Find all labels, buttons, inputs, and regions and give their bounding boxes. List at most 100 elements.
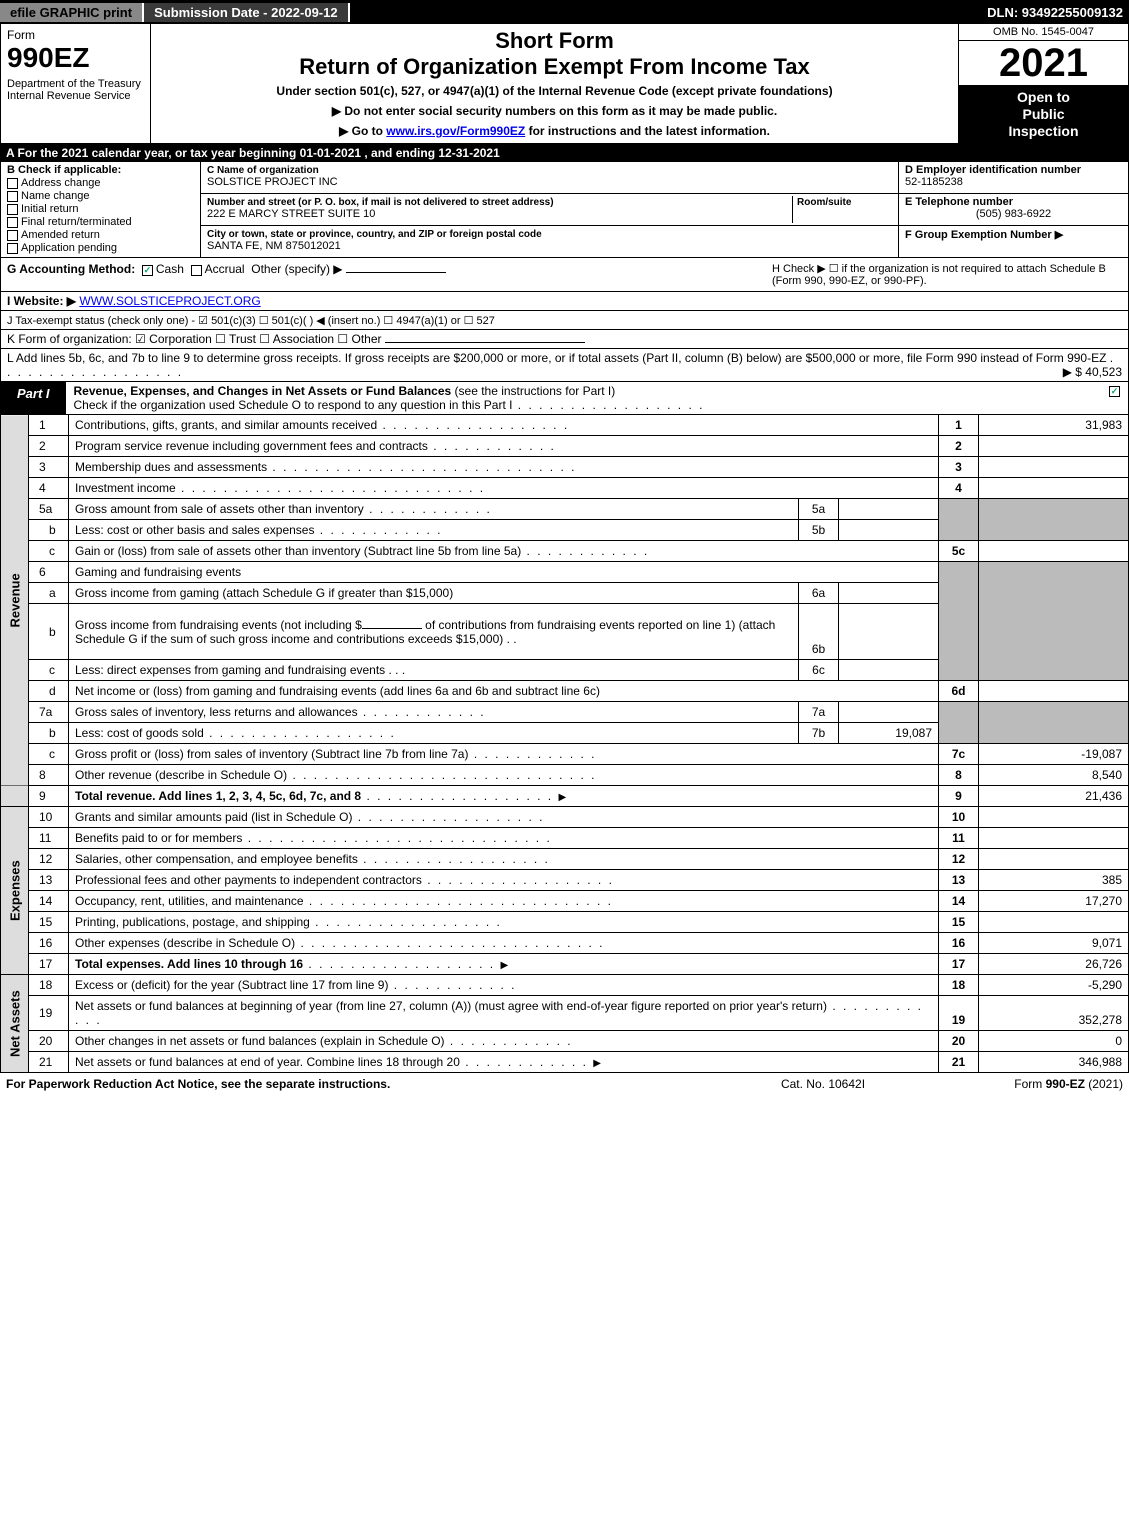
city-value: SANTA FE, NM 875012021 xyxy=(207,240,341,252)
line-14-text: Occupancy, rent, utilities, and maintena… xyxy=(69,891,939,912)
chk-amended-return[interactable]: Amended return xyxy=(7,229,194,241)
chk-accrual[interactable] xyxy=(191,265,202,276)
line-4-num: 4 xyxy=(939,478,979,499)
part-i-header: Part I Revenue, Expenses, and Changes in… xyxy=(0,382,1129,415)
website-label: I Website: ▶ xyxy=(7,294,76,308)
line-2-val xyxy=(979,436,1129,457)
line-5c-text: Gain or (loss) from sale of assets other… xyxy=(69,541,939,562)
line-18-num: 18 xyxy=(939,975,979,996)
line-5a-subval xyxy=(839,499,939,520)
other-specify-input[interactable] xyxy=(346,272,446,273)
line-9-val: 21,436 xyxy=(979,786,1129,807)
line-3-text: Membership dues and assessments xyxy=(69,457,939,478)
form-word: Form xyxy=(7,28,144,42)
chk-final-return[interactable]: Final return/terminated xyxy=(7,216,194,228)
line-5a-text: Gross amount from sale of assets other t… xyxy=(69,499,799,520)
line-6-no: 6 xyxy=(29,562,69,583)
row-l-amount: ▶ $ 40,523 xyxy=(1063,365,1122,379)
irs-link[interactable]: www.irs.gov/Form990EZ xyxy=(386,124,525,138)
shade-5v xyxy=(979,499,1129,541)
chk-initial-return[interactable]: Initial return xyxy=(7,203,194,215)
note-ssn: ▶ Do not enter social security numbers o… xyxy=(159,104,950,118)
form-header: Form 990EZ Department of the Treasury In… xyxy=(0,24,1129,144)
line-18-val: -5,290 xyxy=(979,975,1129,996)
line-21-num: 21 xyxy=(939,1052,979,1073)
line-6-text: Gaming and fundraising events xyxy=(69,562,939,583)
line-11-val xyxy=(979,828,1129,849)
line-17-no: 17 xyxy=(29,954,69,975)
tax-exempt-status: J Tax-exempt status (check only one) - ☑… xyxy=(7,315,495,327)
line-21-val: 346,988 xyxy=(979,1052,1129,1073)
line-11-num: 11 xyxy=(939,828,979,849)
line-2-no: 2 xyxy=(29,436,69,457)
line-10-val xyxy=(979,807,1129,828)
line-9-no: 9 xyxy=(29,786,69,807)
line-7c-text: Gross profit or (loss) from sales of inv… xyxy=(69,744,939,765)
line-6a-no: a xyxy=(29,583,69,604)
line-12-num: 12 xyxy=(939,849,979,870)
line-6c-text: Less: direct expenses from gaming and fu… xyxy=(69,660,799,681)
line-20-text: Other changes in net assets or fund bala… xyxy=(69,1031,939,1052)
line-1-no: 1 xyxy=(29,415,69,436)
line-6c-sub: 6c xyxy=(799,660,839,681)
department: Department of the Treasury Internal Reve… xyxy=(7,78,144,102)
line-7c-no: c xyxy=(29,744,69,765)
part-i-checkbox[interactable] xyxy=(1104,382,1128,414)
line-6d-val xyxy=(979,681,1129,702)
other-org-input[interactable] xyxy=(385,342,585,343)
website-link[interactable]: WWW.SOLSTICEPROJECT.ORG xyxy=(79,294,260,308)
telephone-label: E Telephone number xyxy=(905,196,1013,208)
top-bar: efile GRAPHIC print Submission Date - 20… xyxy=(0,0,1129,24)
line-8-num: 8 xyxy=(939,765,979,786)
header-center: Short Form Return of Organization Exempt… xyxy=(151,24,958,143)
box-b: B Check if applicable: Address change Na… xyxy=(1,162,201,257)
line-19-no: 19 xyxy=(29,996,69,1031)
city-label: City or town, state or province, country… xyxy=(207,229,542,240)
shade-7 xyxy=(939,702,979,744)
line-6b-subval xyxy=(839,604,939,660)
accounting-method: G Accounting Method: Cash Accrual Other … xyxy=(7,262,446,287)
group-exemption-cell: F Group Exemption Number ▶ xyxy=(899,226,1128,257)
line-15-val xyxy=(979,912,1129,933)
line-21-text: Net assets or fund balances at end of ye… xyxy=(69,1052,939,1073)
footer-center: Cat. No. 10642I xyxy=(723,1077,923,1091)
telephone-value: (505) 983-6922 xyxy=(905,208,1122,220)
line-4-text: Investment income xyxy=(69,478,939,499)
form-of-organization: K Form of organization: ☑ Corporation ☐ … xyxy=(7,332,382,346)
line-15-no: 15 xyxy=(29,912,69,933)
line-5a-no: 5a xyxy=(29,499,69,520)
line-7c-val: -19,087 xyxy=(979,744,1129,765)
chk-name-change[interactable]: Name change xyxy=(7,190,194,202)
footer-right: Form 990-EZ (2021) xyxy=(923,1077,1123,1091)
header-left: Form 990EZ Department of the Treasury In… xyxy=(1,24,151,143)
chk-address-change[interactable]: Address change xyxy=(7,177,194,189)
side-expenses: Expenses xyxy=(1,807,29,975)
row-k: K Form of organization: ☑ Corporation ☐ … xyxy=(0,330,1129,349)
address-label: Number and street (or P. O. box, if mail… xyxy=(207,197,554,208)
form-number: 990EZ xyxy=(7,42,144,74)
line-5b-text: Less: cost or other basis and sales expe… xyxy=(69,520,799,541)
line-16-text: Other expenses (describe in Schedule O) xyxy=(69,933,939,954)
address-cell: Number and street (or P. O. box, if mail… xyxy=(201,194,898,226)
line-15-text: Printing, publications, postage, and shi… xyxy=(69,912,939,933)
line-17-num: 17 xyxy=(939,954,979,975)
line-6d-no: d xyxy=(29,681,69,702)
line-14-no: 14 xyxy=(29,891,69,912)
line-11-no: 11 xyxy=(29,828,69,849)
title-return: Return of Organization Exempt From Incom… xyxy=(159,54,950,80)
line-16-val: 9,071 xyxy=(979,933,1129,954)
line-17-text: Total expenses. Add lines 10 through 16 xyxy=(69,954,939,975)
line-7a-sub: 7a xyxy=(799,702,839,723)
side-net-assets: Net Assets xyxy=(1,975,29,1073)
group-exemption-label: F Group Exemption Number ▶ xyxy=(905,229,1063,241)
line-6c-no: c xyxy=(29,660,69,681)
line-6d-num: 6d xyxy=(939,681,979,702)
chk-cash[interactable] xyxy=(142,265,153,276)
chk-application-pending[interactable]: Application pending xyxy=(7,242,194,254)
line-6b-no: b xyxy=(29,604,69,660)
page-footer: For Paperwork Reduction Act Notice, see … xyxy=(0,1073,1129,1095)
line-12-text: Salaries, other compensation, and employ… xyxy=(69,849,939,870)
line-16-num: 16 xyxy=(939,933,979,954)
shade-6 xyxy=(939,562,979,681)
line-6b-amount-input[interactable] xyxy=(362,628,422,629)
